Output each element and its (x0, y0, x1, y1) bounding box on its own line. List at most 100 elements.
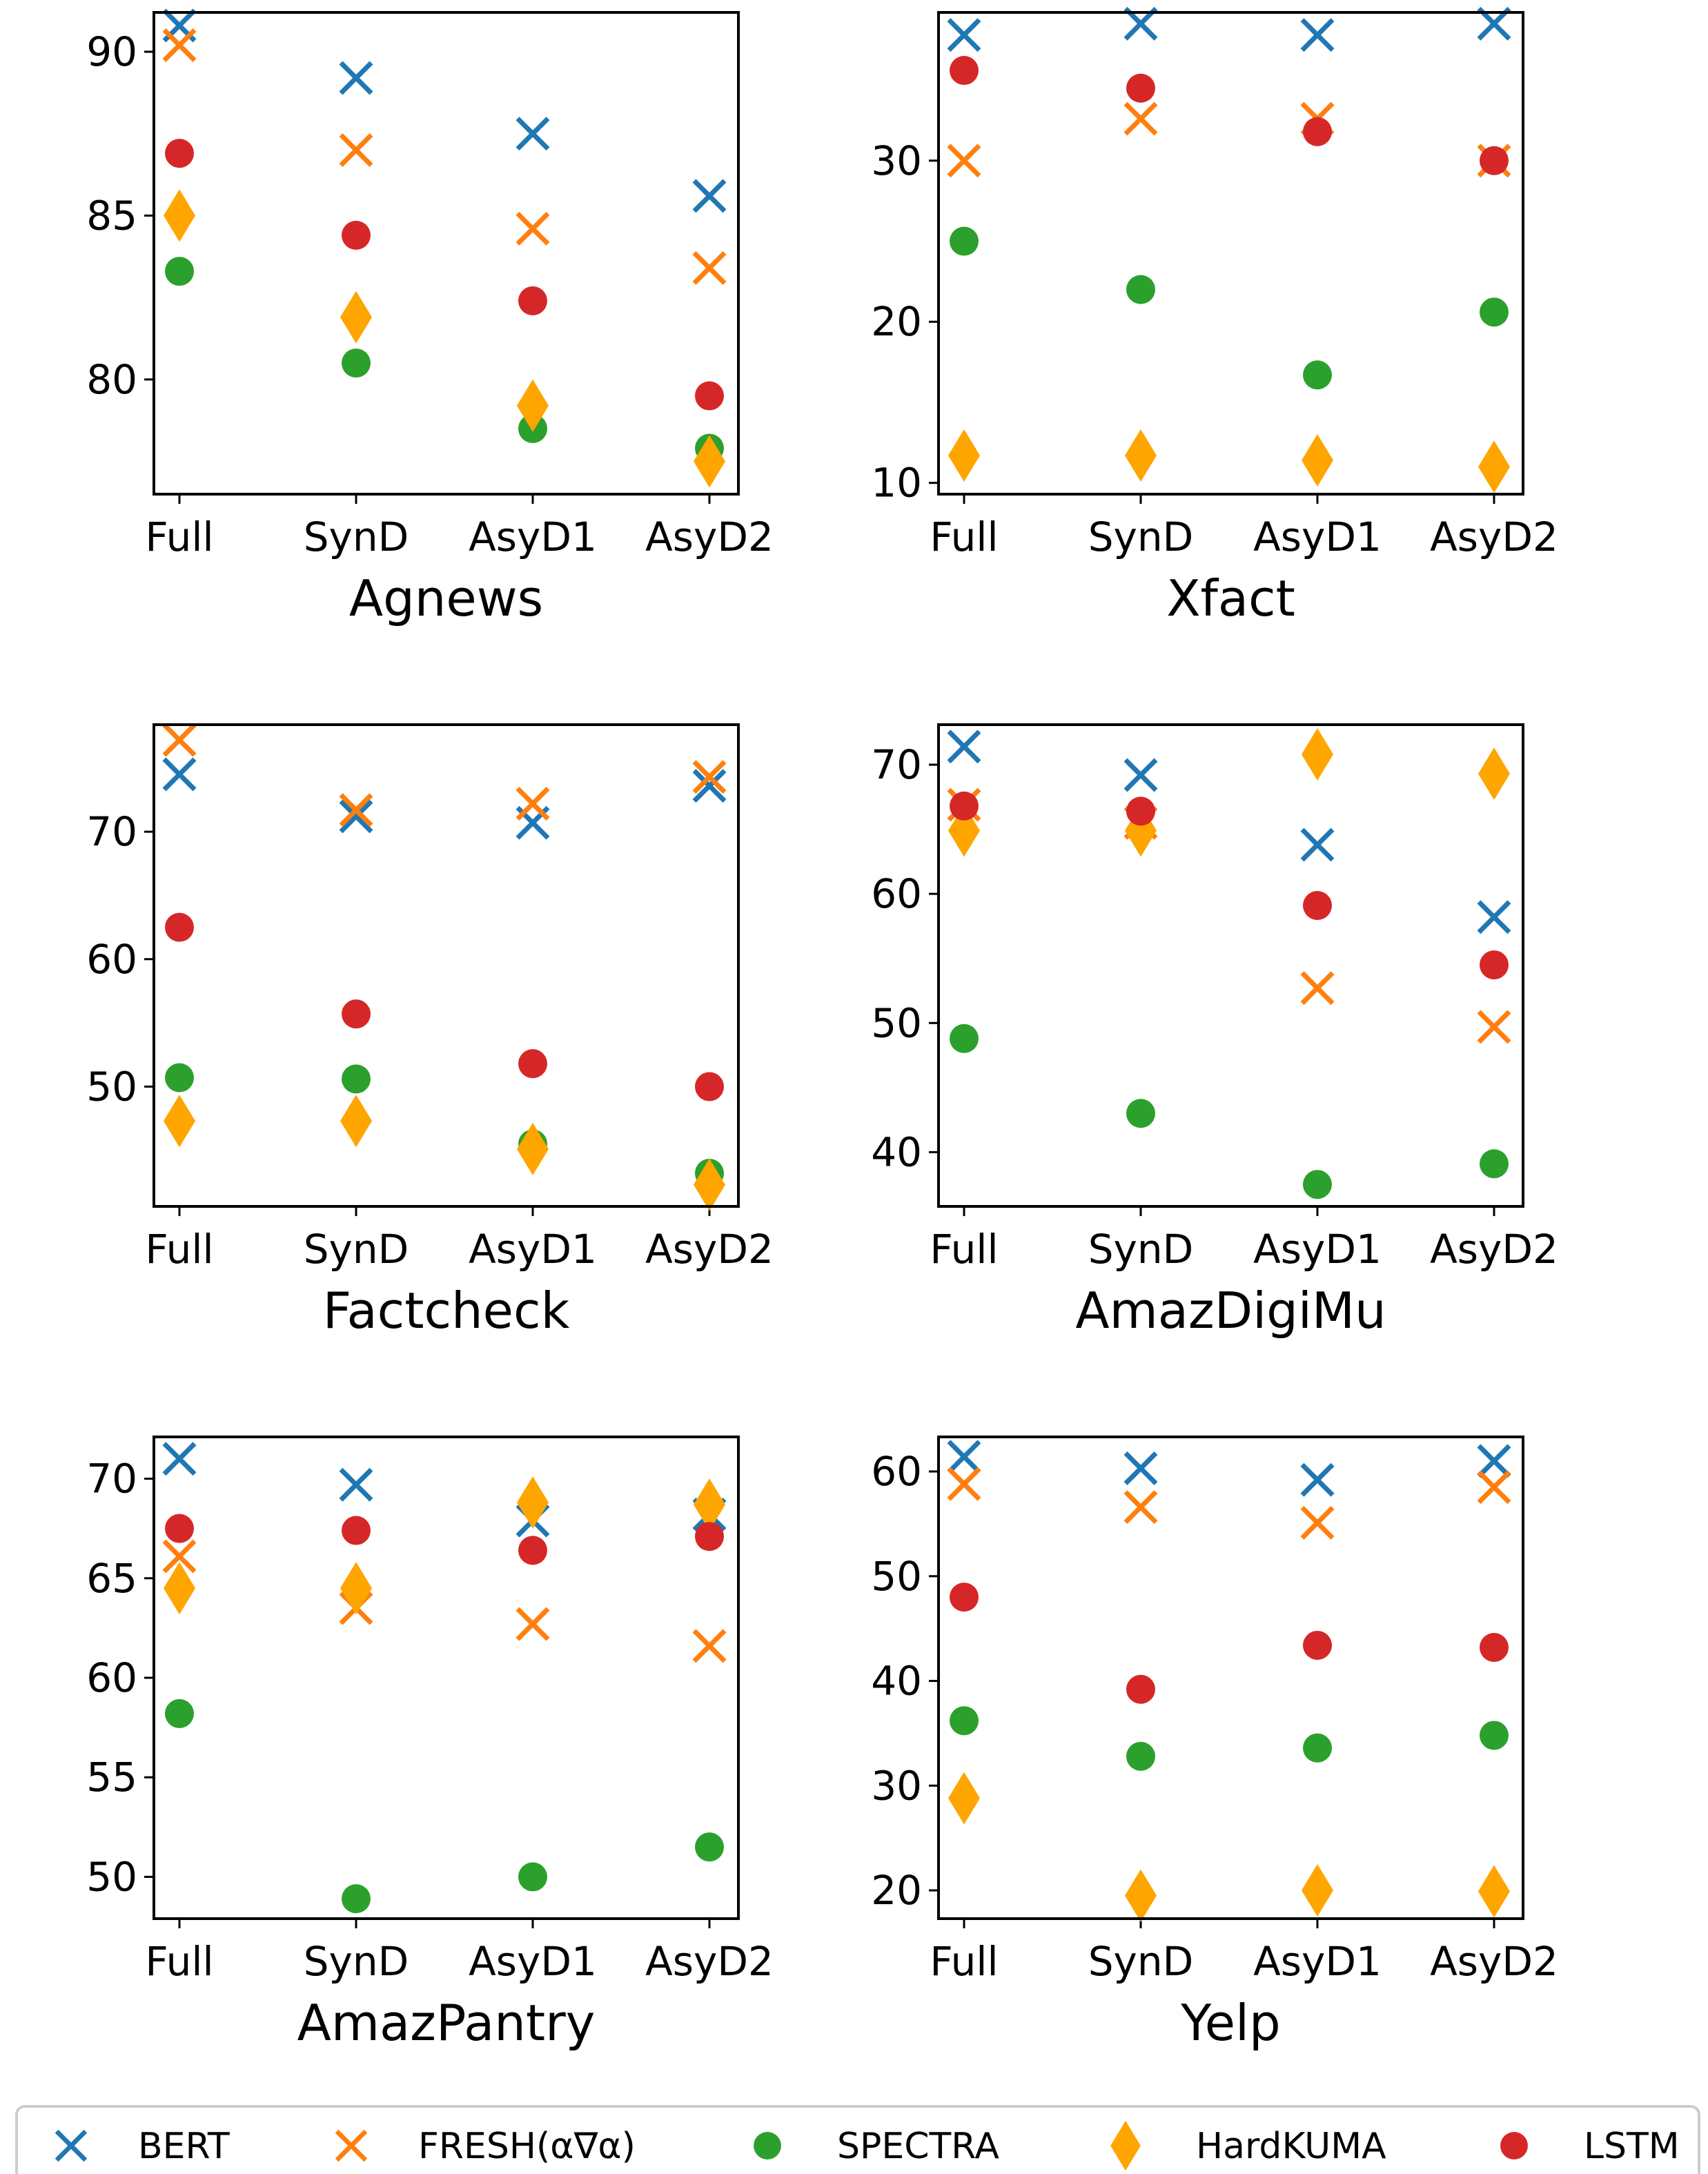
point-fresh-asyd2 (692, 251, 727, 285)
x-tick-label-synd: SynD (304, 513, 409, 560)
legend-label-lstm: LSTM (1584, 2126, 1680, 2167)
panel-amazpantry: 50 55 60 65 70 Full SynD AsyD1 AsyD2 AmazPantry (86, 1436, 774, 2052)
point-lstm-synd (1126, 796, 1155, 826)
point-bert-asyd1 (1300, 18, 1335, 52)
point-spectra-synd (1126, 1099, 1155, 1128)
x-tick-label-full: Full (930, 1226, 998, 1273)
point-bert-full (947, 729, 981, 764)
point-hardkuma-full (164, 1095, 195, 1148)
point-spectra-asyd1 (1303, 1170, 1332, 1199)
point-bert-full (162, 1442, 197, 1476)
x-tick-label-asyd1: AsyD1 (1253, 1226, 1382, 1273)
point-bert-asyd1 (1300, 828, 1335, 862)
point-lstm-synd (342, 1516, 371, 1545)
point-bert-asyd1 (516, 117, 550, 151)
legend-marker-spectra (754, 2132, 781, 2160)
x-tick-label-asyd2: AsyD2 (645, 1226, 774, 1273)
x-tick-label-synd: SynD (1088, 1226, 1194, 1273)
point-hardkuma-asyd1 (517, 1476, 549, 1529)
point-bert-asyd2 (692, 179, 727, 213)
point-bert-asyd2 (1477, 900, 1511, 934)
legend-label-hardkuma: HardKUMA (1196, 2126, 1386, 2167)
point-bert-full (947, 1440, 981, 1474)
point-bert-synd (1123, 758, 1158, 792)
point-fresh-synd (339, 793, 373, 828)
y-tick-label: 30 (871, 1762, 922, 1809)
y-tick-label: 80 (86, 356, 137, 403)
point-spectra-full (950, 1706, 979, 1736)
point-spectra-synd (342, 1064, 371, 1094)
panel-title: AmazDigiMu (1075, 1282, 1386, 1340)
y-tick-label: 60 (871, 1448, 922, 1495)
x-tick-label-synd: SynD (1088, 1938, 1194, 1985)
point-lstm-full (165, 912, 194, 942)
point-spectra-full (165, 1698, 194, 1728)
x-tick-label-asyd1: AsyD1 (1253, 513, 1382, 560)
point-fresh-synd (339, 133, 373, 167)
panel-title: AmazPantry (297, 1994, 596, 2052)
plot-frame (153, 1436, 740, 1920)
point-hardkuma-synd (340, 291, 372, 344)
point-spectra-full (165, 257, 194, 286)
x-tick-label-synd: SynD (304, 1226, 409, 1273)
point-hardkuma-synd (1125, 429, 1157, 482)
point-bert-synd (339, 1467, 373, 1502)
point-hardkuma-asyd2 (1478, 440, 1510, 493)
legend-label-bert: BERT (138, 2126, 230, 2167)
point-spectra-asyd1 (1303, 360, 1332, 390)
point-hardkuma-full (164, 1562, 195, 1615)
point-fresh-asyd2 (692, 1629, 727, 1663)
y-tick-label: 50 (871, 1553, 922, 1600)
point-fresh-asyd1 (1300, 971, 1335, 1006)
point-lstm-asyd1 (518, 1049, 547, 1079)
point-lstm-asyd2 (1480, 950, 1509, 980)
y-tick-label: 65 (86, 1555, 137, 1602)
x-tick-label-full: Full (145, 1226, 213, 1273)
plot-frame (937, 723, 1524, 1208)
point-lstm-synd (1126, 1674, 1155, 1704)
point-hardkuma-asyd1 (1302, 433, 1333, 487)
x-tick-label-asyd1: AsyD1 (469, 1938, 597, 1985)
point-bert-asyd2 (1477, 1444, 1511, 1478)
point-lstm-asyd2 (695, 1522, 724, 1551)
point-fresh-full (162, 723, 197, 757)
y-tick-label: 20 (871, 298, 922, 345)
x-tick-label-full: Full (930, 1938, 998, 1985)
y-tick-label: 30 (871, 137, 922, 184)
point-bert-synd (1123, 1451, 1158, 1485)
y-tick-label: 60 (871, 870, 922, 917)
point-lstm-full (165, 139, 194, 168)
point-spectra-synd (1126, 275, 1155, 304)
panel-title: Yelp (1180, 1994, 1280, 2052)
legend-marker-lstm (1500, 2132, 1528, 2160)
point-hardkuma-asyd2 (1478, 1865, 1510, 1918)
y-tick-label: 55 (86, 1754, 137, 1801)
point-spectra-asyd2 (695, 1832, 724, 1862)
panel-agnews: 80 85 90 Full SynD AsyD1 AsyD2 Agnews (86, 8, 774, 627)
x-tick-label-asyd2: AsyD2 (1430, 1226, 1558, 1273)
x-tick-label-asyd2: AsyD2 (645, 513, 774, 560)
y-tick-label: 60 (86, 936, 137, 983)
point-hardkuma-synd (1125, 1869, 1157, 1922)
point-bert-full (947, 18, 981, 52)
x-tick-label-asyd2: AsyD2 (1430, 513, 1558, 560)
panel-amazdigimu: 40 50 60 70 Full SynD AsyD1 AsyD2 AmazDigiMu (871, 723, 1558, 1340)
point-hardkuma-asyd2 (694, 435, 725, 488)
legend: BERT FRESH(α∇α) SPECTRA HardKUMA LSTM (15, 2105, 1700, 2174)
point-fresh-synd (1123, 101, 1158, 136)
point-fresh-asyd1 (516, 1607, 550, 1641)
point-fresh-asyd1 (1300, 1505, 1335, 1540)
y-tick-label: 90 (86, 28, 137, 75)
x-tick-label-asyd2: AsyD2 (1430, 1938, 1558, 1985)
x-tick-label-asyd1: AsyD1 (469, 513, 597, 560)
panel-factcheck: 50 60 70 Full SynD AsyD1 AsyD2 Factcheck (86, 723, 774, 1340)
point-lstm-asyd1 (1303, 117, 1332, 146)
point-lstm-asyd2 (695, 381, 724, 411)
x-tick-label-asyd1: AsyD1 (1253, 1938, 1382, 1985)
plot-frame (937, 1436, 1524, 1920)
y-tick-label: 70 (86, 1456, 137, 1502)
point-lstm-full (950, 1583, 979, 1612)
point-fresh-asyd1 (516, 787, 550, 821)
point-lstm-asyd2 (1480, 1632, 1509, 1662)
point-fresh-asyd2 (1477, 1010, 1511, 1044)
